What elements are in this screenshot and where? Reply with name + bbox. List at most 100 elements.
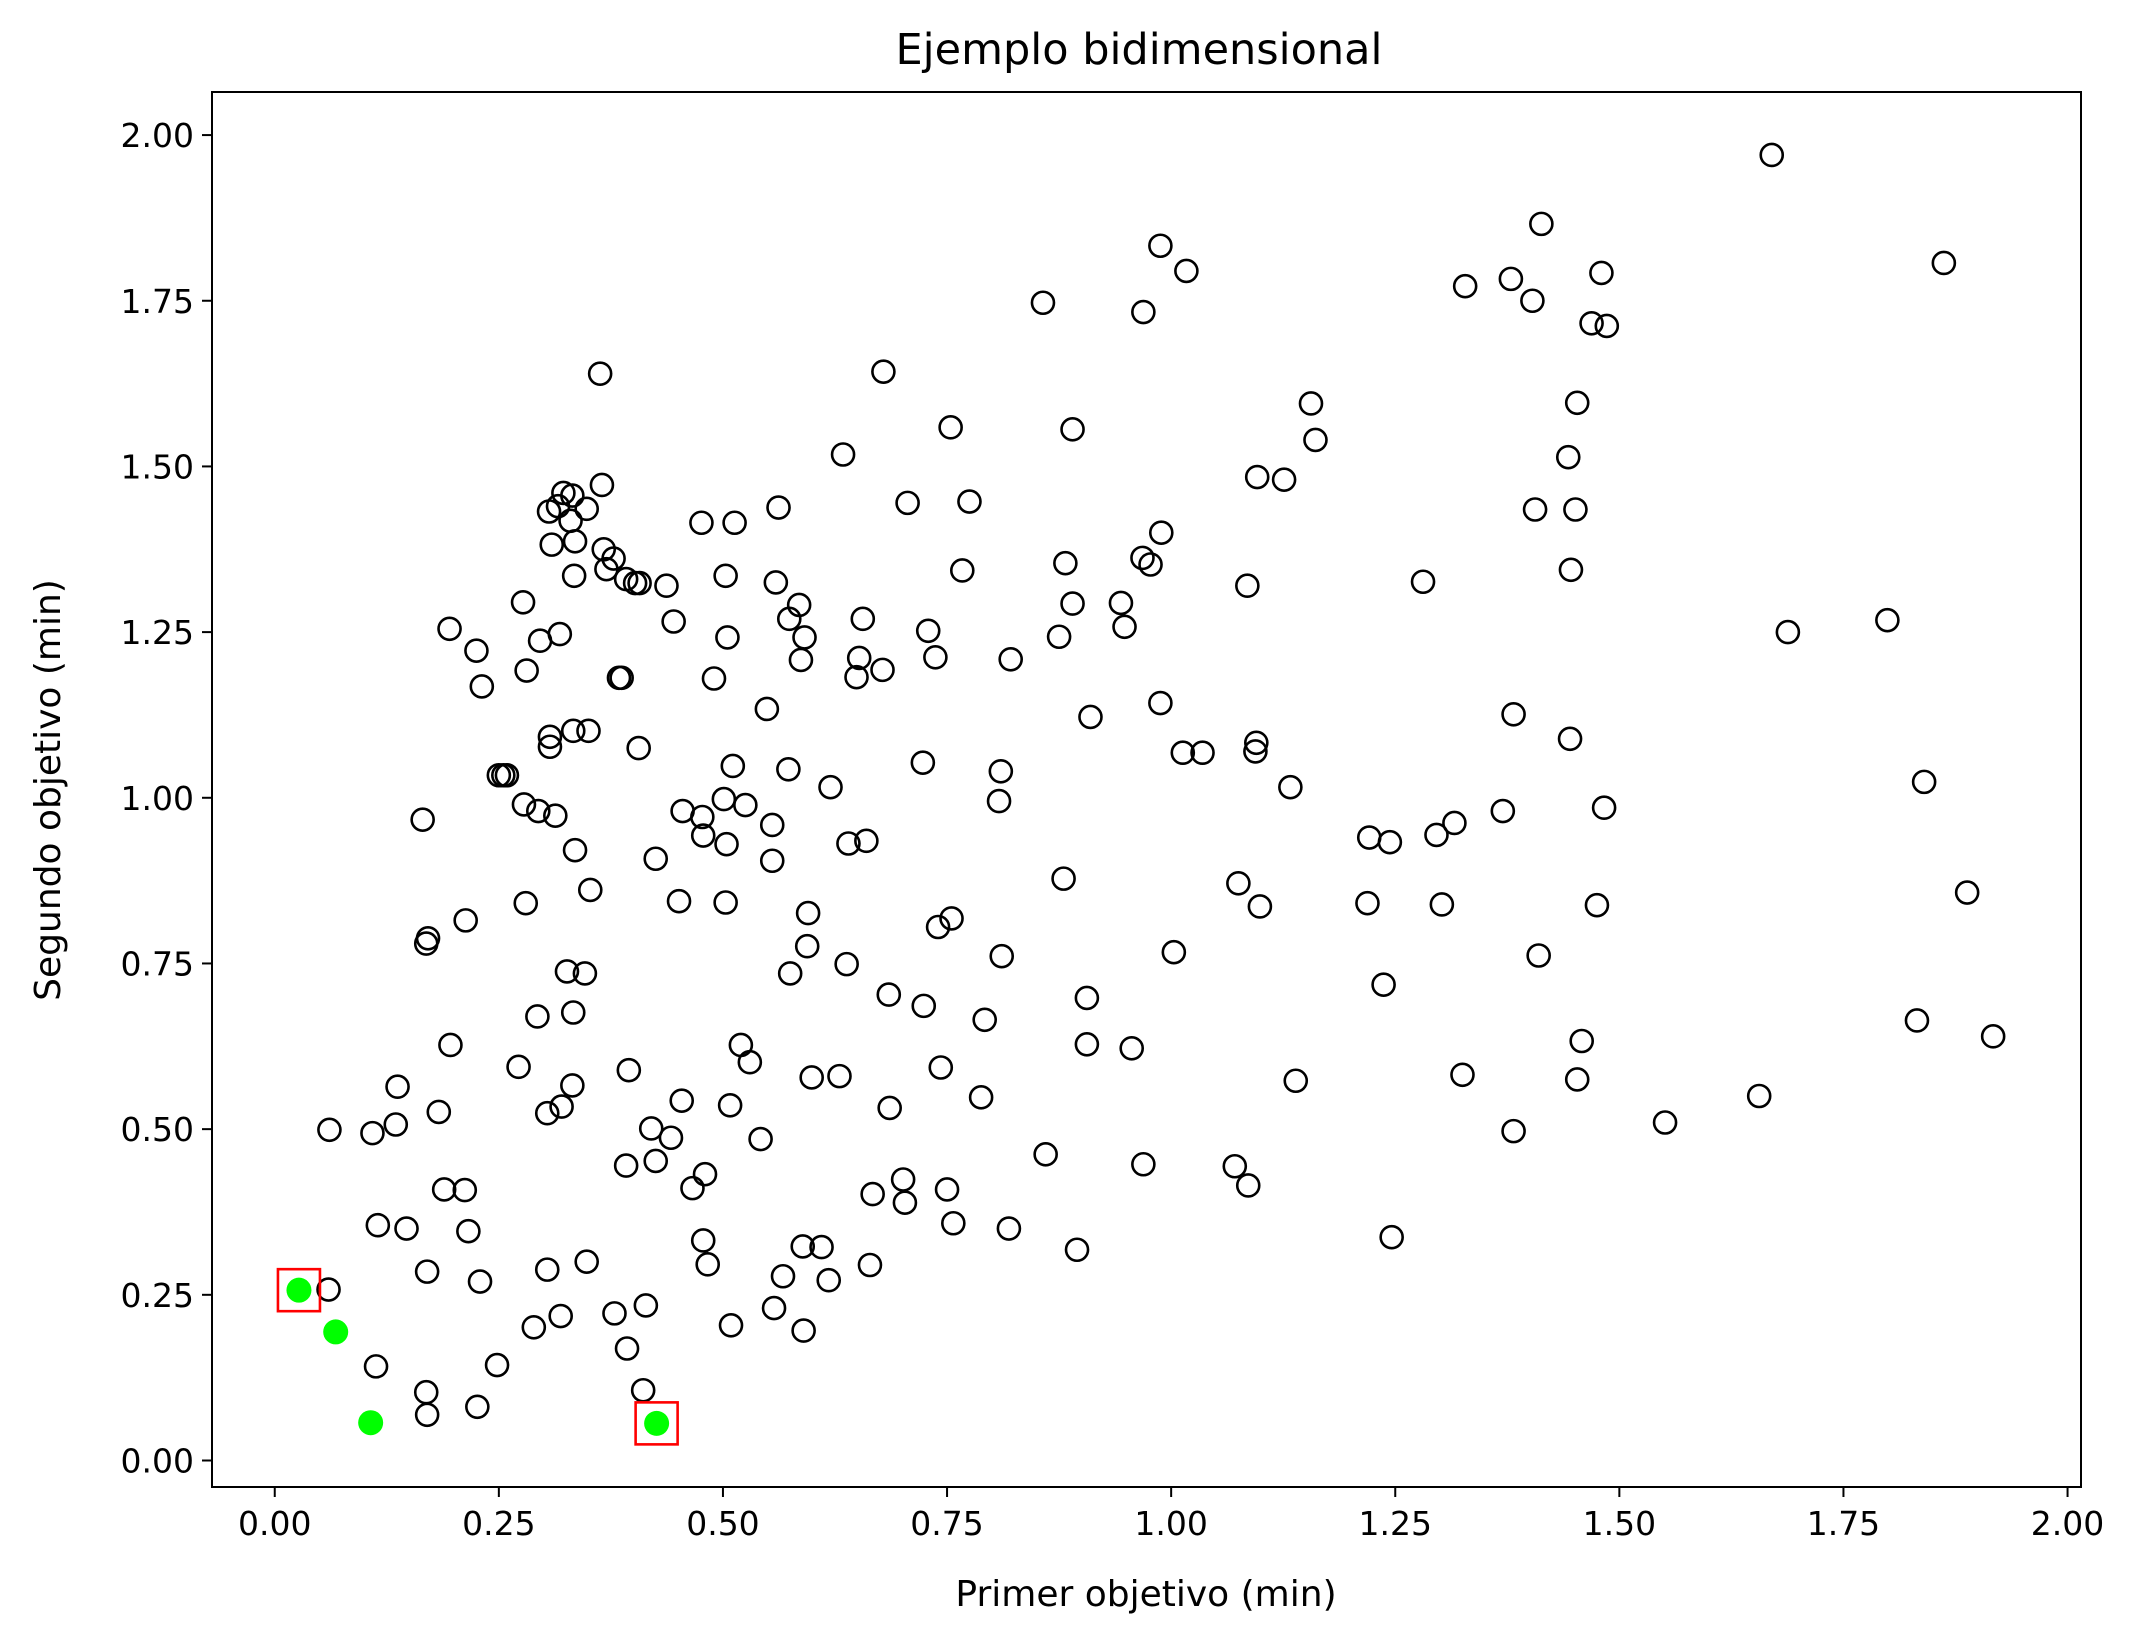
data-point	[1148, 520, 1174, 546]
data-point	[1379, 1224, 1404, 1250]
data-point	[510, 589, 536, 615]
data-point	[513, 890, 539, 916]
x-axis-label: Primer objetivo (min)	[955, 1574, 1336, 1615]
data-point	[1033, 1142, 1058, 1167]
data-point	[414, 1259, 440, 1284]
data-point	[895, 490, 920, 516]
data-point	[534, 1100, 560, 1126]
data-point	[1131, 1151, 1156, 1177]
data-point	[892, 1190, 918, 1215]
data-point	[1746, 1083, 1772, 1109]
data-point	[506, 1054, 531, 1080]
x-tick-label: 0.25	[462, 1504, 535, 1543]
data-point	[715, 625, 740, 650]
data-point	[1078, 704, 1103, 730]
data-point	[1060, 591, 1085, 616]
y-tick-label: 0.75	[121, 944, 194, 983]
data-point	[426, 1099, 452, 1125]
data-point	[1170, 740, 1196, 766]
data-point	[1051, 866, 1076, 891]
data-point	[464, 638, 489, 663]
data-point	[1131, 299, 1156, 325]
data-point	[1424, 822, 1449, 848]
data-point	[627, 570, 652, 596]
data-point	[1589, 260, 1614, 286]
x-tick-label: 0.50	[686, 1504, 759, 1543]
data-point	[1060, 417, 1085, 442]
data-point	[1579, 310, 1604, 336]
data-point	[574, 1249, 599, 1274]
data-point	[594, 556, 619, 582]
data-point	[1911, 769, 1937, 795]
data-point	[737, 1049, 763, 1075]
data-point	[1108, 590, 1134, 616]
data-point	[1558, 557, 1584, 583]
data-point	[1522, 497, 1548, 522]
data-point	[1410, 569, 1436, 595]
data-point	[587, 361, 613, 386]
data-point	[1501, 701, 1526, 727]
data-point	[763, 570, 789, 595]
data-point	[1904, 1008, 1930, 1033]
data-point	[525, 798, 551, 824]
data-point	[613, 1153, 639, 1178]
data-point	[923, 644, 948, 670]
data-point	[1563, 497, 1588, 522]
data-point	[1569, 1028, 1595, 1054]
data-point	[680, 1175, 705, 1201]
data-point	[972, 1007, 997, 1033]
data-point	[1875, 607, 1900, 633]
data-point	[452, 1177, 478, 1203]
data-point	[536, 499, 562, 524]
data-point	[690, 804, 715, 830]
data-point	[365, 1212, 391, 1238]
data-point	[537, 724, 563, 750]
data-point	[941, 1210, 966, 1236]
data-point	[1243, 739, 1268, 764]
x-tick-label: 1.00	[1134, 1504, 1207, 1543]
data-point	[1235, 1173, 1261, 1198]
highlight-square	[276, 1267, 322, 1313]
data-point	[1053, 550, 1078, 576]
data-point	[577, 877, 603, 903]
data-point	[761, 1295, 787, 1321]
data-point	[1594, 313, 1620, 339]
data-point	[830, 442, 856, 467]
data-point	[834, 951, 859, 977]
data-point	[1584, 892, 1610, 918]
data-point	[1557, 726, 1583, 752]
x-tick-label: 1.25	[1359, 1504, 1432, 1543]
data-point	[1450, 1062, 1475, 1088]
data-point	[385, 1074, 410, 1100]
plot-points	[276, 142, 2006, 1446]
data-point	[1148, 690, 1173, 716]
data-point	[754, 696, 780, 722]
data-point	[786, 592, 812, 618]
data-point	[1148, 233, 1173, 259]
data-point	[633, 1293, 659, 1318]
data-point	[1074, 985, 1100, 1011]
data-point	[1298, 391, 1324, 416]
data-point	[1591, 795, 1617, 821]
data-point	[795, 900, 821, 926]
data-point	[794, 933, 820, 959]
data-point	[1119, 1035, 1145, 1061]
data-point	[1564, 1067, 1590, 1092]
data-point	[692, 1161, 718, 1187]
data-point	[484, 1352, 510, 1378]
data-point	[1555, 444, 1581, 470]
data-point	[928, 1055, 954, 1080]
data-point	[574, 496, 599, 522]
data-point	[1652, 1110, 1678, 1135]
data-point	[949, 558, 975, 583]
data-point	[816, 1267, 842, 1293]
y-tick-label: 2.00	[121, 116, 194, 155]
data-point	[363, 1354, 389, 1379]
data-point	[562, 529, 588, 554]
pareto-point	[286, 1277, 312, 1303]
chart-title: Ejemplo bidimensional	[896, 25, 1383, 75]
data-point	[790, 1234, 816, 1259]
y-axis-label: Segundo objetivo (min)	[28, 579, 69, 1001]
data-point	[915, 618, 941, 644]
data-point	[957, 489, 982, 514]
